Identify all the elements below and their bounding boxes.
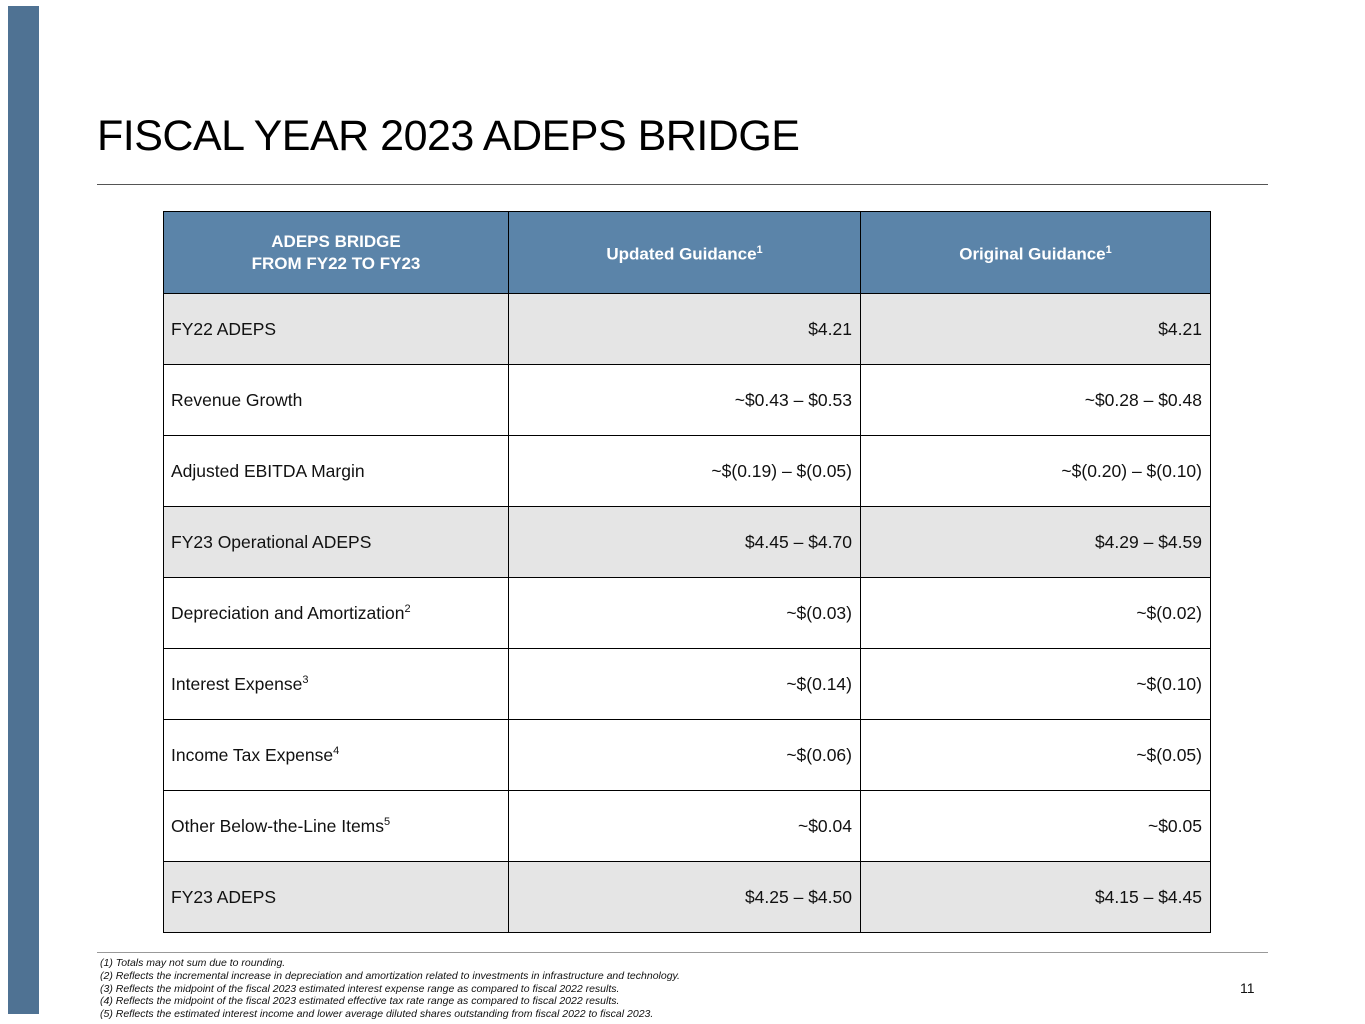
header-line2: FROM FY22 TO FY23 — [251, 253, 421, 273]
updated-value: ~$0.04 — [508, 790, 861, 862]
updated-value: $4.25 – $4.50 — [508, 861, 861, 933]
updated-value: ~$(0.14) — [508, 648, 861, 720]
table-row: FY23 Operational ADEPS $4.45 – $4.70 $4.… — [163, 506, 1211, 578]
table-row: Depreciation and Amortization2 ~$(0.03) … — [163, 577, 1211, 649]
original-value: $4.29 – $4.59 — [860, 506, 1211, 578]
original-value: $4.21 — [860, 293, 1211, 365]
table-row: Income Tax Expense4 ~$(0.06) ~$(0.05) — [163, 719, 1211, 791]
updated-value: ~$(0.19) – $(0.05) — [508, 435, 861, 507]
adeps-bridge-table: ADEPS BRIDGE FROM FY22 TO FY23 Updated G… — [163, 211, 1211, 933]
row-label: Other Below-the-Line Items5 — [163, 790, 509, 862]
page-title: FISCAL YEAR 2023 ADEPS BRIDGE — [97, 112, 800, 160]
table-row: Adjusted EBITDA Margin ~$(0.19) – $(0.05… — [163, 435, 1211, 507]
original-value: ~$0.28 – $0.48 — [860, 364, 1211, 436]
original-value: ~$(0.05) — [860, 719, 1211, 791]
updated-value: ~$(0.06) — [508, 719, 861, 791]
original-value: ~$(0.10) — [860, 648, 1211, 720]
row-label: Revenue Growth — [163, 364, 509, 436]
original-value: ~$0.05 — [860, 790, 1211, 862]
row-label: Interest Expense3 — [163, 648, 509, 720]
table-row: FY23 ADEPS $4.25 – $4.50 $4.15 – $4.45 — [163, 861, 1211, 933]
header-line1: ADEPS BRIDGE — [271, 231, 401, 251]
table-row: Revenue Growth ~$0.43 – $0.53 ~$0.28 – $… — [163, 364, 1211, 436]
left-accent-bar — [8, 6, 39, 1014]
footnote: (4) Reflects the midpoint of the fiscal … — [100, 995, 620, 1008]
footnote-ref: 1 — [756, 244, 763, 257]
title-divider — [97, 184, 1268, 185]
row-label: FY22 ADEPS — [163, 293, 509, 365]
footnote: (5) Reflects the estimated interest inco… — [100, 1008, 654, 1021]
table-header-row: ADEPS BRIDGE FROM FY22 TO FY23 Updated G… — [163, 211, 1211, 294]
original-value: $4.15 – $4.45 — [860, 861, 1211, 933]
updated-value: ~$0.43 – $0.53 — [508, 364, 861, 436]
footnote: (2) Reflects the incremental increase in… — [100, 969, 680, 982]
table-row: FY22 ADEPS $4.21 $4.21 — [163, 293, 1211, 365]
table-row: Other Below-the-Line Items5 ~$0.04 ~$0.0… — [163, 790, 1211, 862]
footnotes-block: (1) Totals may not sum due to rounding. … — [100, 957, 1100, 1021]
original-value: ~$(0.02) — [860, 577, 1211, 649]
table-row: Interest Expense3 ~$(0.14) ~$(0.10) — [163, 648, 1211, 720]
footnote: (3) Reflects the midpoint of the fiscal … — [100, 982, 620, 995]
footnote: (1) Totals may not sum due to rounding. — [100, 957, 286, 969]
row-label: Income Tax Expense4 — [163, 719, 509, 791]
header-original-guidance: Original Guidance1 — [860, 211, 1211, 294]
page-number: 11 — [1240, 980, 1255, 996]
row-label: FY23 Operational ADEPS — [163, 506, 509, 578]
footnote-ref: 1 — [1105, 244, 1112, 257]
original-value: ~$(0.20) – $(0.10) — [860, 435, 1211, 507]
updated-value: ~$(0.03) — [508, 577, 861, 649]
header-updated-guidance: Updated Guidance1 — [508, 211, 861, 294]
updated-value: $4.45 – $4.70 — [508, 506, 861, 578]
row-label: Adjusted EBITDA Margin — [163, 435, 509, 507]
updated-value: $4.21 — [508, 293, 861, 365]
row-label: Depreciation and Amortization2 — [163, 577, 509, 649]
header-adeps-bridge: ADEPS BRIDGE FROM FY22 TO FY23 — [163, 211, 509, 294]
row-label: FY23 ADEPS — [163, 861, 509, 933]
footnote-divider — [97, 952, 1268, 953]
